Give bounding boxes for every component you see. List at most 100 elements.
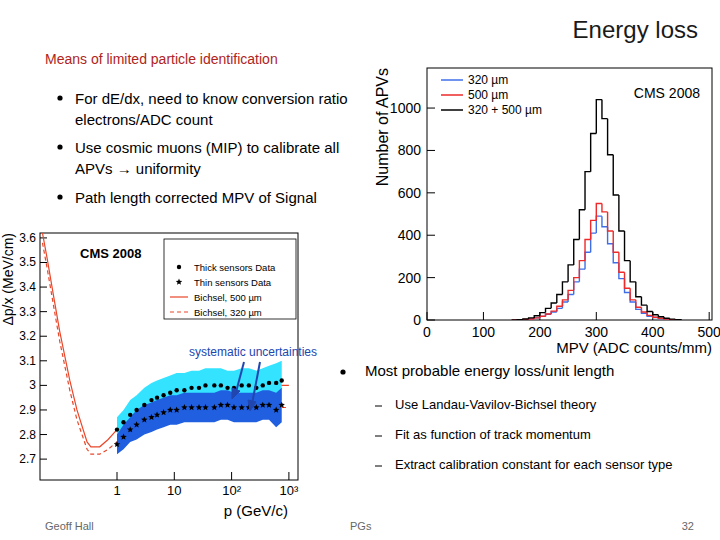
- y-tick-label: 3.5: [19, 255, 36, 269]
- legend-swatch: [170, 296, 188, 297]
- legend-swatch: [441, 79, 463, 81]
- histogram-bin: [579, 210, 585, 240]
- data-point: [266, 402, 272, 408]
- histogram-bin: [534, 318, 540, 319]
- bullet: For dE/dx, need to know conversion ratio…: [75, 88, 360, 130]
- dedx-chart: 11010²10³2.72.82.933.13.23.33.43.53.6p (…: [0, 231, 317, 519]
- x-tick-label: 300: [585, 324, 609, 340]
- data-point: [196, 404, 202, 410]
- histogram-bin: [512, 319, 518, 320]
- histogram-bin: [641, 297, 647, 305]
- bullet-dot: [57, 144, 62, 149]
- histogram-bin: [670, 318, 676, 320]
- histogram-bin: [636, 302, 642, 309]
- histogram-bin: [591, 220, 597, 239]
- histogram-bin: [562, 300, 568, 306]
- arrow-head: [248, 400, 256, 411]
- y-tick-label: 3.1: [19, 354, 36, 368]
- data-point: [219, 383, 223, 387]
- y-tick: [40, 287, 47, 288]
- histogram-bin: [523, 319, 529, 320]
- bullet-dot: [57, 194, 62, 199]
- data-point: [182, 388, 186, 392]
- y-tick: [40, 336, 47, 337]
- data-point: [149, 398, 153, 402]
- histogram-bin: [529, 318, 535, 320]
- histogram-bin: [664, 318, 670, 320]
- histogram-bin: [664, 318, 670, 320]
- histogram-bin: [596, 203, 602, 220]
- arrow-shaft: [252, 362, 260, 404]
- histogram-bin: [557, 306, 563, 311]
- histogram-bin: [585, 172, 591, 210]
- y-tick-label: 2.9: [19, 403, 36, 417]
- histogram-bin: [608, 227, 614, 244]
- annotation: systematic uncertainties: [189, 345, 317, 359]
- footer-author: Geoff Hall: [45, 520, 94, 532]
- legend-label: Bichsel, 320 µm: [194, 307, 262, 318]
- data-point: [202, 404, 208, 410]
- x-tick-label: 100: [472, 324, 496, 340]
- histogram-bin: [625, 272, 631, 288]
- legend-label: Thin sensors Data: [194, 277, 272, 288]
- histogram-bin: [647, 305, 653, 311]
- x-tick-label: 10: [167, 483, 181, 498]
- data-point: [273, 407, 279, 413]
- legend-swatch: [176, 279, 182, 285]
- sub-dash: [375, 466, 382, 467]
- sub-bullet: Extract calibration constant for each se…: [395, 457, 672, 472]
- data-point: [197, 386, 201, 390]
- histogram-bin: [512, 319, 518, 320]
- histogram-bin: [551, 312, 557, 314]
- y-tick: [427, 150, 435, 151]
- plot-frame: [427, 68, 712, 320]
- series: [512, 203, 681, 320]
- sub-dash: [375, 436, 382, 437]
- histogram-bin: [568, 290, 574, 300]
- bullet-dot: [57, 95, 62, 100]
- histogram-bin: [574, 282, 580, 295]
- histogram-bin: [568, 265, 574, 282]
- histogram-bin: [512, 319, 518, 320]
- histogram-bin: [636, 300, 642, 307]
- data-point: [127, 426, 133, 432]
- data-point: [218, 402, 224, 408]
- sub-dash: [375, 406, 382, 407]
- histogram-bin: [630, 288, 636, 300]
- bullet: Path length corrected MPV of Signal: [75, 187, 360, 208]
- y-tick-label: 2.7: [19, 452, 36, 466]
- histogram-bin: [619, 195, 625, 231]
- systematic-band: [117, 388, 282, 454]
- histogram-bin: [562, 282, 568, 295]
- x-axis-title: MPV (ADC counts/mm): [556, 339, 712, 356]
- histogram-bin: [596, 100, 602, 134]
- data-point: [141, 416, 147, 422]
- histogram-bin: [670, 318, 676, 320]
- series-group: [512, 100, 681, 320]
- data-point: [160, 409, 166, 415]
- y-tick-label: 3.4: [19, 280, 36, 294]
- y-tick: [40, 409, 47, 410]
- histogram-bin: [551, 311, 557, 314]
- y-tick: [40, 434, 47, 435]
- x-tick: [174, 472, 175, 480]
- y-tick: [427, 192, 435, 193]
- data-point: [181, 404, 187, 410]
- histogram-bin: [675, 318, 681, 320]
- legend-label: 320 µm: [468, 73, 508, 87]
- y-tick: [427, 277, 435, 278]
- histogram-bin: [523, 319, 529, 320]
- histogram-bin: [529, 318, 535, 320]
- annotation-arrows: [232, 362, 260, 411]
- legend-label: 320 + 500 µm: [468, 103, 542, 117]
- histogram-bin: [641, 307, 647, 312]
- histogram-bin: [596, 216, 602, 233]
- slide-title: Energy loss: [573, 16, 698, 44]
- legend-label: 500 µm: [468, 88, 508, 102]
- data-point: [120, 434, 126, 440]
- data-point: [115, 427, 119, 431]
- data-point: [114, 441, 120, 447]
- legend-label: Bichsel, 500 µm: [194, 292, 262, 303]
- x-tick-label: 10³: [279, 483, 298, 498]
- histogram-bin: [557, 308, 563, 312]
